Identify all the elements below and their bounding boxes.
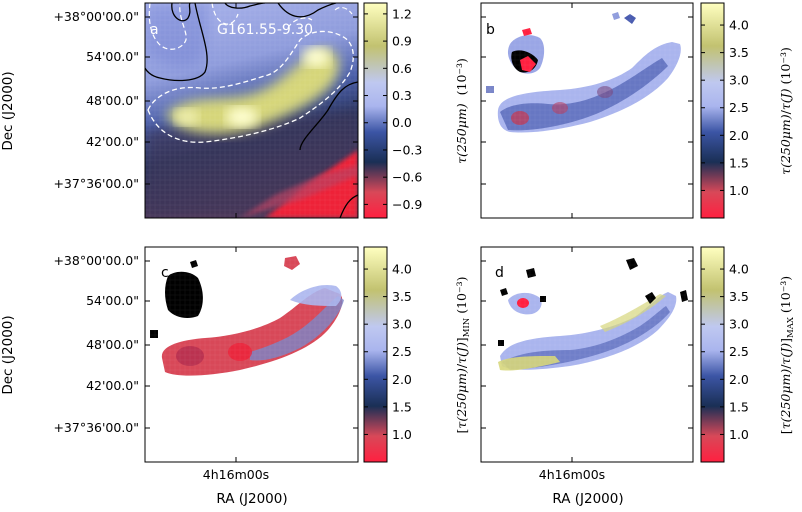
max-subscript: MAX: [786, 316, 796, 338]
panel-c-image: [145, 247, 358, 462]
colorbar-ticks: 1.2 0.9 0.6 0.3 0.0 −0.3 −0.6 −0.9 4.0 3.5 3.0 2.5 2…: [364, 6, 749, 442]
panel-a: a G161.55-9.30: [144, 2, 359, 219]
panel-c-ytick-label: 48'00.0": [86, 337, 139, 352]
panel-b-letter: b: [486, 22, 495, 38]
panel-c-letter: c: [161, 265, 169, 281]
panel-c-ytick-label: 54'00.0": [86, 293, 139, 308]
colorbar-tick-label: 3.5: [729, 45, 749, 60]
panel-c-ytick-label: +38°00'00.0": [53, 253, 139, 268]
panel-d-colorbar-title: [τ(250μm)/τ(J)]MAX (10⁻³): [778, 276, 796, 434]
tauj-symbol: τ(J): [454, 342, 469, 364]
panel-c-colorbar-title: [τ(250μm)/τ(J)]MIN (10⁻³): [454, 277, 472, 434]
scale-label: (10⁻³): [454, 277, 469, 314]
colorbar-tick-label: 3.0: [729, 73, 749, 88]
colorbar-tick-label: −0.6: [392, 170, 422, 185]
panel-d-letter: d: [495, 265, 504, 281]
panel-a-frame: [144, 2, 359, 219]
panel-a-ytick-label: 54'00.0": [86, 49, 139, 64]
scale-label: (10⁻³): [778, 47, 793, 84]
colorbar-tick-label: 4.0: [392, 262, 412, 277]
tauj-symbol: τ(J): [778, 88, 793, 110]
panel-b-frame: [480, 2, 694, 219]
colorbar-tick-label: 2.5: [729, 100, 749, 115]
panel-d-xlabel: RA (J2000): [552, 491, 623, 507]
colorbar-c: [363, 246, 388, 463]
panel-c-ylabel: Dec (J2000): [0, 315, 16, 394]
bracket-close: ]: [778, 338, 793, 343]
panel-a-ytick-label: 48'00.0": [86, 93, 139, 108]
panel-c-frame: [144, 246, 359, 463]
panel-d-axes: 4h16m00s RA (J2000) [τ(250μm)/τ(J)]MIN (1…: [454, 247, 693, 507]
panel-a-ytick-label: +38°00'00.0": [53, 9, 139, 24]
colorbar-tick-label: 4.0: [729, 262, 749, 277]
panel-b-axes: τ(250μm) (10⁻³): [454, 3, 693, 218]
panel-d-xtick-label: 4h16m00s: [539, 467, 605, 482]
colorbar-tick-label: 3.0: [392, 317, 412, 332]
panel-d: d: [480, 246, 694, 463]
colorbar-tick-label: 2.0: [729, 128, 749, 143]
panel-c-yaxis: +38°00'00.0" 54'00.0" 48'00.0" 42'00.0" …: [0, 247, 358, 507]
colorbar-tick-label: 3.0: [729, 317, 749, 332]
tau250-symbol: τ(250μm): [454, 103, 469, 164]
panel-c-xtick-label: 4h16m00s: [203, 467, 269, 482]
colorbar-tick-label: 2.0: [392, 372, 412, 387]
panel-b: b: [480, 2, 694, 219]
colorbar-tick-label: 3.5: [729, 289, 749, 304]
slash: /: [454, 363, 469, 368]
tauj-symbol: τ(J): [778, 343, 793, 365]
tau250-symbol: τ(250μm): [778, 114, 793, 175]
scale-label: (10⁻³): [778, 276, 793, 313]
colorbar-b: [700, 2, 725, 219]
colorbar-tick-label: 1.5: [729, 399, 749, 414]
slash: /: [778, 364, 793, 369]
colorbar-tick-label: 1.5: [729, 155, 749, 170]
colorbar-tick-label: −0.9: [392, 197, 422, 212]
panel-c-ytick-label: +37°36'00.0": [53, 420, 139, 435]
panel-b-ylabel: τ(250μm) (10⁻³): [454, 58, 469, 164]
colorbar-tick-label: 3.5: [392, 289, 412, 304]
bracket-open: [: [454, 429, 469, 434]
colorbar-tick-label: 1.0: [729, 427, 749, 442]
panel-a-ylabel: Dec (J2000): [0, 71, 16, 150]
panel-a-ytick-label: 42'00.0": [86, 134, 139, 149]
colorbar-tick-label: 1.2: [392, 6, 412, 21]
panel-b-image: [481, 3, 693, 218]
scale-label: (10⁻³): [454, 58, 469, 95]
panel-c-xlabel: RA (J2000): [216, 491, 287, 507]
tau250-symbol: τ(250μm): [454, 368, 469, 429]
bracket-close: ]: [454, 337, 469, 342]
panel-a-ytick-label: +37°36'00.0": [53, 176, 139, 191]
colorbar-tick-label: 4.0: [729, 18, 749, 33]
slash: /: [778, 109, 793, 114]
min-subscript: MIN: [462, 317, 472, 337]
panel-c: c: [144, 246, 359, 463]
panel-c-ytick-label: 42'00.0": [86, 378, 139, 393]
bracket-open: [: [778, 429, 793, 434]
panel-a-image: [145, 3, 358, 218]
panel-b-colorbar-title: τ(250μm)/τ(J) (10⁻³): [778, 47, 793, 175]
colorbar-a: [363, 2, 388, 219]
panel-a-yaxis: +38°00'00.0" 54'00.0" 48'00.0" 42'00.0" …: [0, 3, 358, 218]
colorbar-tick-label: 1.5: [392, 399, 412, 414]
colorbar-tick-label: 1.0: [392, 427, 412, 442]
colorbar-tick-label: 2.5: [392, 344, 412, 359]
tau250-symbol: τ(250μm): [778, 369, 793, 430]
colorbar-tick-label: 0.6: [392, 61, 412, 76]
colorbar-tick-label: 2.5: [729, 344, 749, 359]
colorbar-tick-label: −0.3: [392, 142, 422, 157]
colorbar-tick-label: 2.0: [729, 372, 749, 387]
colorbar-d: [700, 246, 725, 463]
panel-d-frame: [480, 246, 694, 463]
colorbar-tick-label: 1.0: [729, 183, 749, 198]
panel-d-image: [481, 247, 693, 462]
colorbar-tick-label: 0.3: [392, 88, 412, 103]
panel-a-letter: a: [150, 22, 159, 38]
colorbar-tick-label: 0.0: [392, 115, 412, 130]
panel-a-source-label: G161.55-9.30: [217, 22, 313, 38]
colorbar-tick-label: 0.9: [392, 34, 412, 49]
